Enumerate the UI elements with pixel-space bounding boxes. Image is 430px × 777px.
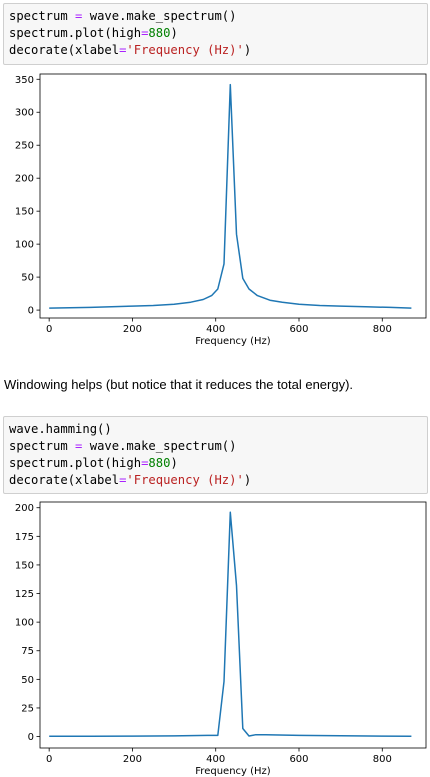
code-token: =	[75, 9, 83, 23]
x-axis-label: Frequency (Hz)	[195, 766, 271, 777]
x-tick-label: 200	[123, 754, 142, 765]
code-line: spectrum.plot(high=880)	[9, 455, 422, 472]
code-line: spectrum = wave.make_spectrum()	[9, 438, 422, 455]
x-tick-label: 400	[206, 754, 225, 765]
code-token: decorate(xlabel	[9, 43, 120, 57]
x-tick-label: 400	[206, 324, 225, 335]
y-tick-label: 250	[15, 141, 34, 152]
y-tick-label: 350	[15, 75, 34, 86]
code-token: 'Frequency (Hz)'	[126, 43, 244, 57]
code-line: wave.hamming()	[9, 421, 422, 438]
x-tick-label: 800	[373, 324, 392, 335]
code-cell-2[interactable]: wave.hamming() spectrum = wave.make_spec…	[3, 416, 428, 494]
markdown-text: Windowing helps (but notice that it redu…	[4, 377, 354, 392]
code-line: spectrum.plot(high=880)	[9, 25, 422, 42]
code-token: wave.make_spectrum()	[82, 9, 237, 23]
y-tick-label: 75	[21, 646, 34, 657]
code-token: =	[119, 473, 127, 487]
y-tick-label: 50	[21, 675, 34, 686]
code-token: spectrum	[9, 9, 76, 23]
x-tick-label: 0	[46, 754, 52, 765]
y-tick-label: 150	[15, 207, 34, 218]
axes-frame	[39, 73, 427, 319]
y-tick-label: 50	[21, 273, 34, 284]
y-tick-label: 100	[15, 240, 34, 251]
code-token: spectrum.plot(high	[9, 456, 142, 470]
code-token: =	[119, 43, 127, 57]
x-tick-label: 800	[373, 754, 392, 765]
code-token: )	[170, 456, 178, 470]
spectrum-plot-1: 0 200 400 600 800 0 50 100 150 200 250 300 350 Freque…	[15, 73, 427, 347]
y-tick-label: 0	[28, 732, 34, 743]
series-line	[49, 511, 412, 737]
y-tick-label: 200	[15, 503, 34, 514]
code-token: spectrum.plot(high	[9, 26, 142, 40]
code-line: decorate(xlabel='Frequency (Hz)')	[9, 42, 422, 59]
code-line: spectrum = wave.make_spectrum()	[9, 8, 422, 25]
y-tick-label: 150	[15, 560, 34, 571]
y-tick-label: 125	[15, 589, 34, 600]
x-tick-label: 0	[46, 324, 52, 335]
x-tick-label: 200	[123, 324, 142, 335]
y-tick-label: 200	[15, 174, 34, 185]
axes-frame	[39, 501, 427, 749]
code-token: )	[243, 43, 252, 57]
code-token: spectrum	[9, 439, 76, 453]
y-tick-label: 0	[28, 306, 34, 317]
code-token: 880	[148, 456, 171, 470]
code-token: 'Frequency (Hz)'	[126, 473, 244, 487]
y-tick-label: 100	[15, 618, 34, 629]
x-tick-label: 600	[289, 754, 308, 765]
code-token: wave.make_spectrum()	[82, 439, 237, 453]
code-token: )	[243, 473, 252, 487]
y-tick-label: 175	[15, 532, 34, 543]
y-tick-label: 300	[15, 108, 34, 119]
code-token: )	[170, 26, 178, 40]
code-token: =	[141, 26, 149, 40]
code-cell-1[interactable]: spectrum = wave.make_spectrum() spectrum…	[3, 3, 428, 65]
y-tick-label: 25	[21, 703, 34, 714]
x-axis-label: Frequency (Hz)	[195, 336, 271, 347]
spectrum-plot-2: 0 200 400 600 800 0 25 50 75 100 125 150 175 200 Frequ…	[15, 501, 427, 777]
code-token: wave.hamming()	[9, 422, 112, 436]
series-line	[49, 83, 412, 309]
x-tick-label: 600	[289, 324, 308, 335]
code-token: =	[141, 456, 149, 470]
code-token: 880	[148, 26, 171, 40]
code-token: =	[75, 439, 83, 453]
code-line: decorate(xlabel='Frequency (Hz)')	[9, 472, 422, 489]
code-token: decorate(xlabel	[9, 473, 120, 487]
